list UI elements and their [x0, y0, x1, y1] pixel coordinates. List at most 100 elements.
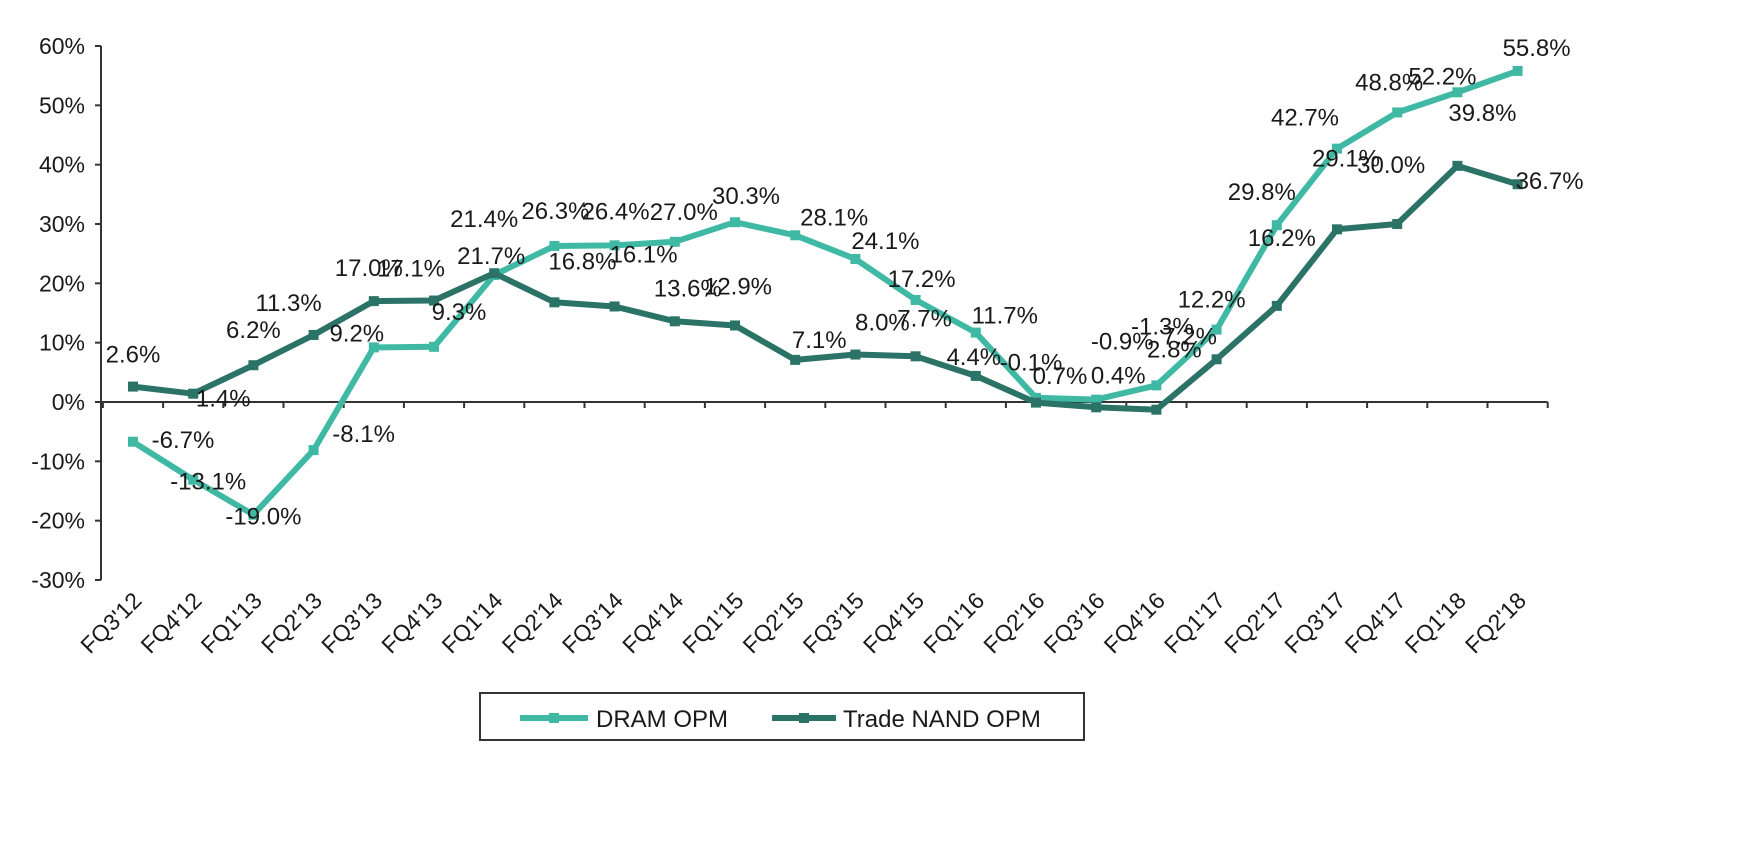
trade-nand-opm-line [132, 162, 1519, 413]
x-tick-label: FQ3'12 [75, 587, 146, 658]
trade-nand-opm-data-label: 16.1% [610, 241, 678, 268]
trade-nand-opm-marker [1211, 354, 1222, 365]
trade-nand-opm-data-label: 13.6% [654, 275, 722, 302]
trade-nand-opm-marker [1091, 402, 1102, 413]
trade-nand-opm-data-label: 17.0% [335, 255, 403, 282]
dram-opm-data-label: 11.7% [972, 303, 1038, 330]
x-tick-label: FQ1'14 [437, 587, 508, 658]
dram-opm-marker [970, 327, 981, 338]
trade-nand-opm-marker [1271, 300, 1282, 311]
dram-opm-data-label: 0.4% [1091, 363, 1146, 390]
trade-nand-opm-marker [489, 268, 500, 279]
dram-opm-data-label: 42.7% [1271, 105, 1339, 132]
trade-nand-opm-marker [1452, 160, 1463, 171]
data-labels-layer: -6.7% -13.1% -19.0% -8.1% 9.2% 9.3% 21.4% 26.3%… [106, 35, 1584, 531]
dram-opm-data-label: 9.3% [432, 299, 487, 326]
trade-nand-opm-marker [188, 388, 199, 399]
trade-nand-opm-data-label: 29.1% [1312, 145, 1380, 172]
dram-opm-legend-marker [549, 713, 559, 723]
trade-nand-opm-data-label: 16.8% [548, 248, 616, 275]
dram-opm-marker [850, 254, 861, 265]
x-tick-label: FQ1'17 [1159, 587, 1230, 658]
dram-opm-data-label: 17.2% [888, 266, 956, 293]
y-tick-label: 40% [39, 152, 85, 178]
trade-nand-opm-data-label: 30.0% [1357, 152, 1425, 179]
trade-nand-opm-data-label: 16.2% [1248, 225, 1316, 252]
y-tick-label: 10% [39, 330, 85, 356]
dram-opm-marker [429, 341, 439, 352]
dram-opm-data-label: 2.8% [1147, 336, 1202, 363]
trade-nand-opm-marker [1031, 397, 1041, 408]
trade-nand-opm-marker [549, 297, 560, 308]
y-tick-label: 0% [52, 389, 85, 415]
x-tick-label: FQ4'15 [858, 587, 929, 658]
trade-nand-opm-marker [1392, 219, 1403, 229]
dram-opm-data-label: 26.4% [582, 198, 650, 225]
trade-nand-opm-marker [609, 301, 620, 312]
dram-opm-data-label: 52.2% [1408, 63, 1476, 90]
y-tick-label: 60% [39, 33, 85, 59]
x-tick-label: FQ2'14 [497, 587, 568, 658]
x-tick-label: FQ1'16 [918, 587, 989, 658]
dram-opm-data-label: 26.3% [521, 198, 589, 225]
dram-opm-marker [910, 294, 921, 305]
trade-nand-opm-marker [910, 351, 921, 362]
x-tick-label: FQ1'15 [677, 587, 748, 658]
trade-nand-opm-marker [248, 360, 259, 371]
trade-nand-opm-legend-marker [799, 713, 809, 723]
dram-opm-marker [1211, 324, 1222, 335]
dram-opm-marker [549, 240, 560, 251]
trade-nand-opm-marker [308, 329, 319, 340]
trade-nand-opm-data-label: 39.8% [1448, 100, 1516, 127]
dram-opm-marker [1452, 87, 1463, 98]
x-tick-label: FQ4'17 [1340, 587, 1411, 658]
trade-nand-opm-data-label: 11.3% [255, 290, 321, 317]
dram-opm-data-label: 0.7% [1033, 363, 1088, 390]
trade-nand-opm-data-label: 21.7% [457, 243, 525, 270]
dram-opm-data-label: 24.1% [851, 228, 919, 255]
y-tick-label: 30% [39, 211, 85, 237]
dram-opm-marker [730, 217, 740, 228]
dram-opm-data-label: 12.2% [1178, 287, 1246, 314]
dram-opm-data-label: 55.8% [1503, 35, 1571, 62]
y-tick-label: 20% [39, 270, 85, 296]
x-tick-label: FQ2'16 [978, 587, 1049, 658]
trade-nand-opm-data-label: 7.1% [792, 327, 847, 354]
x-tick-label: FQ3'13 [316, 587, 387, 658]
y-axis-ticks: -30% -20% -10% 0% 10% 20% 30% 40% 50% 60% [31, 33, 101, 593]
dram-opm-marker [188, 474, 199, 485]
dram-opm-marker [368, 342, 379, 353]
dram-opm-data-label: 28.1% [800, 204, 868, 231]
dram-opm-legend-label: DRAM OPM [596, 706, 728, 733]
series-layer [128, 65, 1523, 520]
dram-opm-data-label: -19.0% [225, 504, 301, 531]
trade-nand-opm-data-label: 7.7% [897, 305, 952, 332]
dram-opm-data-label: -8.1% [332, 421, 395, 448]
dram-opm-data-label: 29.8% [1228, 179, 1296, 206]
x-tick-label: FQ1'13 [196, 587, 267, 658]
trade-nand-opm-marker [128, 381, 138, 392]
legend: DRAM OPM Trade NAND OPM [479, 692, 1085, 741]
x-tick-label: FQ4'14 [617, 587, 688, 658]
trade-nand-opm-data-label: 4.4% [946, 344, 1001, 371]
dram-opm-marker [790, 230, 801, 241]
trade-nand-opm-legend-label: Trade NAND OPM [843, 706, 1041, 733]
x-tick-label: FQ3'15 [798, 587, 869, 658]
x-tick-label: FQ2'13 [256, 587, 327, 658]
trade-nand-opm-marker [790, 354, 801, 365]
trade-nand-opm-marker [850, 349, 861, 360]
y-tick-label: -20% [31, 508, 85, 534]
trade-nand-opm-data-label: 36.7% [1516, 168, 1584, 195]
dram-opm-marker [1512, 65, 1523, 76]
dram-opm-data-label: 30.3% [712, 183, 780, 210]
x-tick-label: FQ3'17 [1279, 587, 1350, 658]
dram-opm-marker [1271, 220, 1282, 231]
dram-opm-marker [609, 240, 620, 251]
trade-nand-opm-data-label: -0.1% [1000, 350, 1063, 377]
x-tick-label: FQ2'17 [1219, 587, 1290, 658]
trade-nand-opm-data-label: 6.2% [226, 317, 281, 344]
dram-opm-line [131, 68, 1519, 518]
x-tick-label: FQ3'14 [557, 587, 628, 658]
trade-nand-opm-data-label: 8.0% [855, 310, 910, 337]
